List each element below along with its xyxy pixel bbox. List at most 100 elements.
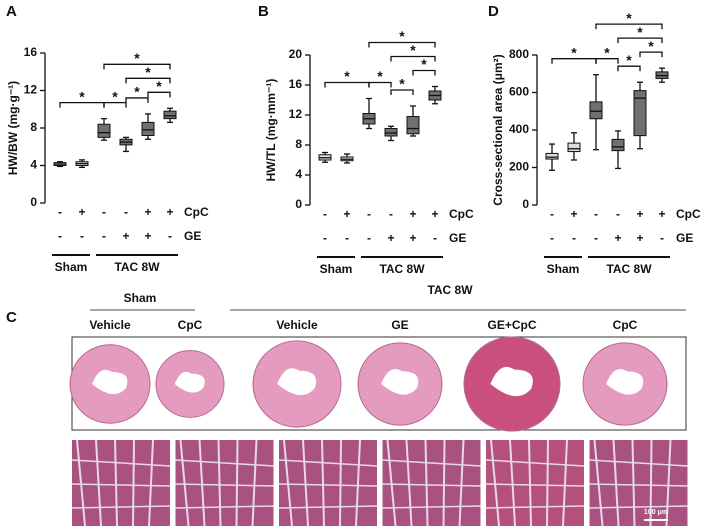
cell-border <box>302 439 309 527</box>
cell-border <box>442 439 446 527</box>
box <box>163 110 177 120</box>
box <box>611 138 625 152</box>
significance-label: * <box>604 44 610 60</box>
box <box>384 128 398 137</box>
group-label: Sham <box>320 262 353 276</box>
y-tick-label: 8 <box>295 137 302 151</box>
significance-bracket <box>125 97 149 103</box>
column-label: GE <box>391 318 408 332</box>
y-axis-label: Cross-sectional area (μm²) <box>491 54 505 205</box>
cell-border <box>490 439 500 527</box>
cell-border <box>509 439 516 527</box>
row-symbol: - <box>433 231 437 245</box>
cell-border <box>175 483 274 487</box>
row-symbol: - <box>550 231 554 245</box>
row-symbol: + <box>144 205 151 219</box>
cell-border <box>71 459 171 467</box>
cell-border <box>382 483 481 487</box>
y-tick-label: 16 <box>24 45 38 59</box>
cell-border <box>321 439 325 527</box>
significance-bracket <box>551 58 597 64</box>
cell-border <box>283 439 293 527</box>
cell-border <box>278 459 378 467</box>
row-symbol: - <box>168 229 172 243</box>
significance-bracket <box>639 51 663 58</box>
row-symbol: + <box>636 207 643 221</box>
cell-border <box>593 439 604 527</box>
cell-border <box>179 439 190 527</box>
y-tick-label: 4 <box>295 167 302 181</box>
row-label: CpC <box>184 205 209 219</box>
row-symbol: + <box>658 207 665 221</box>
cell-border <box>175 459 274 467</box>
row-symbol: - <box>102 205 106 219</box>
heart-lumen <box>92 369 128 395</box>
cell-border <box>175 505 274 509</box>
row-symbol: - <box>345 231 349 245</box>
row-symbol: - <box>323 231 327 245</box>
significance-label: * <box>637 24 643 40</box>
group-label: Sham <box>124 291 157 305</box>
significance-bracket <box>595 23 663 30</box>
cell-border <box>589 505 688 509</box>
row-symbol: - <box>323 207 327 221</box>
group-label: TAC 8W <box>114 260 160 274</box>
row-label: CpC <box>449 207 474 221</box>
row-symbol: + <box>409 231 416 245</box>
row-symbol: - <box>124 205 128 219</box>
cell-border <box>528 439 532 527</box>
cell-border <box>114 439 118 527</box>
y-tick-label: 16 <box>289 77 303 91</box>
significance-bracket <box>390 55 436 62</box>
cell-border <box>405 439 413 527</box>
significance-bracket <box>617 37 663 44</box>
heart-lumen <box>606 369 644 395</box>
panel-label: C <box>6 309 17 326</box>
cell-border <box>71 505 171 509</box>
heart-lumen <box>490 366 533 397</box>
cell-border <box>485 505 585 509</box>
row-symbol: + <box>387 231 394 245</box>
significance-label: * <box>626 52 632 68</box>
cell-border <box>485 483 585 487</box>
row-symbol: + <box>431 207 438 221</box>
row-symbol: + <box>78 205 85 219</box>
cell-border <box>665 439 672 527</box>
row-symbol: - <box>367 231 371 245</box>
significance-bracket <box>617 65 641 72</box>
y-tick-label: 0 <box>522 197 529 211</box>
significance-bracket <box>390 89 414 95</box>
significance-label: * <box>377 68 383 84</box>
y-axis-label: HW/BW (mg·g⁻¹) <box>6 81 20 175</box>
y-tick-label: 20 <box>289 47 303 61</box>
significance-label: * <box>134 84 140 100</box>
significance-bracket <box>103 63 171 70</box>
cell-border <box>339 439 342 527</box>
y-tick-label: 800 <box>509 47 529 61</box>
cell-border <box>95 439 102 527</box>
histology-tile <box>589 440 688 526</box>
row-symbol: - <box>58 229 62 243</box>
significance-label: * <box>399 76 405 92</box>
row-symbol: - <box>660 231 664 245</box>
box <box>567 142 581 153</box>
cell-border <box>485 459 585 467</box>
row-symbol: - <box>58 205 62 219</box>
column-label: CpC <box>613 318 638 332</box>
cell-border <box>589 483 688 487</box>
significance-label: * <box>156 78 162 94</box>
y-tick-label: 200 <box>509 160 529 174</box>
row-symbol: - <box>594 231 598 245</box>
row-symbol: - <box>102 229 106 243</box>
group-label: Sham <box>55 260 88 274</box>
row-symbol: - <box>616 207 620 221</box>
significance-bracket <box>125 77 171 84</box>
box <box>633 90 647 137</box>
column-label: Vehicle <box>276 318 318 332</box>
row-symbol: + <box>343 207 350 221</box>
row-symbol: + <box>636 231 643 245</box>
significance-label: * <box>79 88 85 104</box>
scale-bar-label: 100 μm <box>644 509 668 516</box>
histology-tile <box>72 440 170 526</box>
row-symbol: + <box>144 229 151 243</box>
